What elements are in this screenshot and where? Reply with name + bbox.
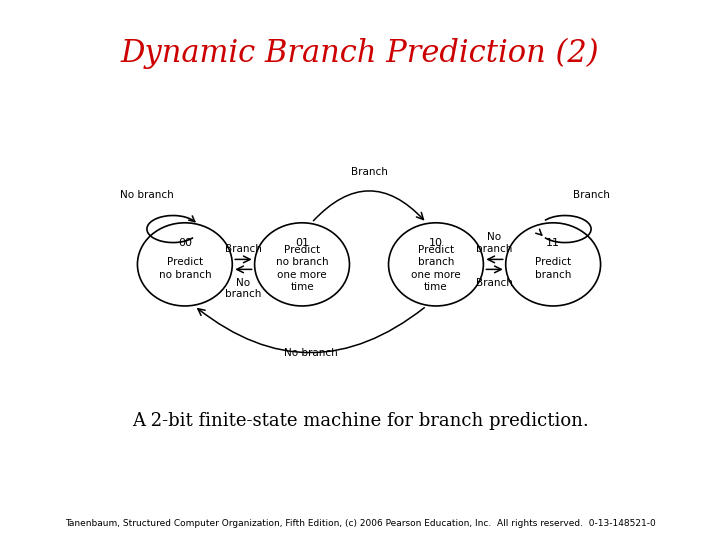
Text: 10: 10 xyxy=(429,238,443,248)
Text: No branch: No branch xyxy=(284,348,337,357)
Text: Branch: Branch xyxy=(476,278,513,288)
Text: Predict
no branch: Predict no branch xyxy=(158,258,211,280)
Text: Branch: Branch xyxy=(351,167,387,177)
Text: Branch: Branch xyxy=(572,190,610,200)
Text: Predict
branch
one more
time: Predict branch one more time xyxy=(411,245,461,292)
Text: Tanenbaum, Structured Computer Organization, Fifth Edition, (c) 2006 Pearson Edu: Tanenbaum, Structured Computer Organizat… xyxy=(65,519,655,528)
Text: Dynamic Branch Prediction (2): Dynamic Branch Prediction (2) xyxy=(121,38,599,69)
Text: 01: 01 xyxy=(295,238,309,248)
Text: 00: 00 xyxy=(178,238,192,248)
Text: No
branch: No branch xyxy=(225,278,261,299)
Text: No branch: No branch xyxy=(120,190,174,200)
Text: No
branch: No branch xyxy=(477,232,513,254)
Text: Branch: Branch xyxy=(225,244,262,254)
Text: 11: 11 xyxy=(546,238,560,248)
Text: Predict
branch: Predict branch xyxy=(535,258,572,280)
Text: A 2-bit finite-state machine for branch prediction.: A 2-bit finite-state machine for branch … xyxy=(132,412,588,430)
Text: Predict
no branch
one more
time: Predict no branch one more time xyxy=(276,245,328,292)
